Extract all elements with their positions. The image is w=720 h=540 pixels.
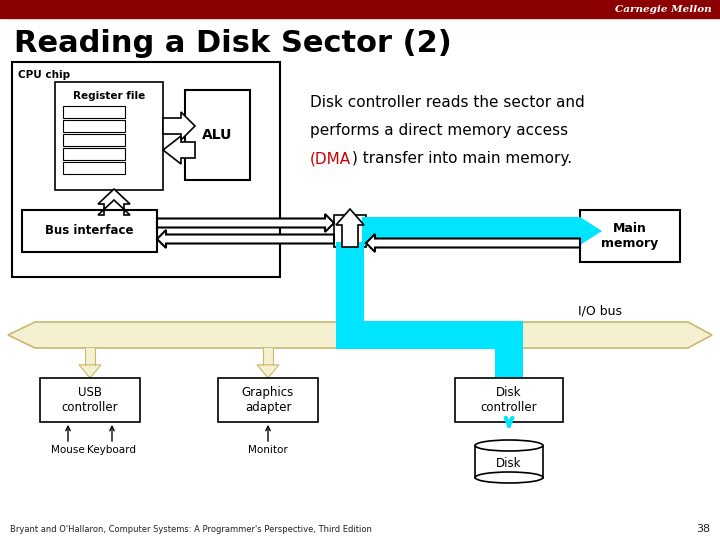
Ellipse shape	[475, 440, 543, 451]
Bar	[334, 215, 366, 247]
Text: Register file: Register file	[73, 91, 145, 101]
Text: Monitor: Monitor	[248, 445, 288, 455]
Text: I/O bus: I/O bus	[578, 304, 622, 317]
Text: USB
controller: USB controller	[62, 386, 118, 414]
Bar	[40, 378, 140, 422]
Bar	[580, 210, 680, 262]
Polygon shape	[163, 112, 195, 140]
Polygon shape	[366, 234, 580, 252]
Text: performs a direct memory access: performs a direct memory access	[310, 123, 568, 138]
Bar	[63, 162, 125, 174]
Polygon shape	[79, 365, 101, 378]
Text: ALU: ALU	[202, 128, 233, 142]
Text: ) transfer into main memory.: ) transfer into main memory.	[352, 151, 572, 166]
Text: CPU chip: CPU chip	[18, 70, 70, 80]
Text: Disk controller reads the sector and: Disk controller reads the sector and	[310, 95, 585, 110]
Text: Bryant and O'Hallaron, Computer Systems: A Programmer's Perspective, Third Editi: Bryant and O'Hallaron, Computer Systems:…	[10, 525, 372, 534]
Polygon shape	[336, 209, 364, 247]
Bar	[63, 134, 125, 146]
Polygon shape	[580, 217, 602, 245]
Text: 38: 38	[696, 524, 710, 534]
Bar	[22, 210, 157, 252]
Text: Disk: Disk	[496, 457, 522, 470]
Polygon shape	[163, 136, 195, 164]
Bar	[0, 0, 720, 18]
Text: Graphics
adapter: Graphics adapter	[242, 386, 294, 414]
Ellipse shape	[475, 472, 543, 483]
Polygon shape	[8, 322, 712, 348]
Text: Carnegie Mellon: Carnegie Mellon	[616, 4, 712, 14]
Text: Reading a Disk Sector (2): Reading a Disk Sector (2)	[14, 30, 451, 58]
Bar	[63, 106, 125, 118]
Polygon shape	[157, 214, 334, 232]
Bar	[63, 148, 125, 160]
Bar	[475, 446, 543, 477]
Bar	[85, 348, 95, 365]
Bar	[362, 217, 580, 245]
Text: Keyboard: Keyboard	[88, 445, 137, 455]
Bar	[185, 90, 250, 180]
Bar	[218, 378, 318, 422]
Text: Disk
controller: Disk controller	[481, 386, 537, 414]
Text: Bus interface: Bus interface	[45, 225, 134, 238]
Polygon shape	[98, 189, 130, 215]
Bar	[263, 348, 273, 365]
Bar	[336, 242, 364, 345]
Bar	[55, 82, 163, 190]
Bar	[455, 378, 563, 422]
Polygon shape	[257, 365, 279, 378]
Text: Main
memory: Main memory	[601, 222, 659, 250]
Text: Mouse: Mouse	[51, 445, 85, 455]
Bar	[495, 335, 523, 378]
Bar	[12, 62, 280, 277]
Bar	[63, 120, 125, 132]
Polygon shape	[157, 230, 334, 248]
Text: (DMA: (DMA	[310, 151, 351, 166]
Bar	[336, 321, 523, 349]
